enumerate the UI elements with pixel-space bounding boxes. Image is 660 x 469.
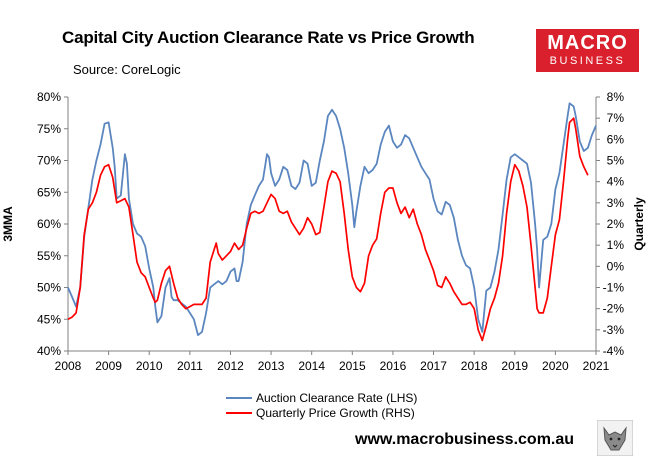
y-right-tick-label: 6% xyxy=(607,132,625,146)
y-right-tick-label: -1% xyxy=(603,281,625,295)
series-line-price-growth xyxy=(67,117,589,342)
x-tick-label: 2021 xyxy=(583,359,610,373)
y-right-tick-label: 0% xyxy=(607,259,625,273)
y-right-tick-label: 7% xyxy=(607,111,625,125)
y-left-tick-label: 75% xyxy=(37,122,61,136)
y-right-tick-label: 1% xyxy=(607,238,625,252)
y-right-tick-label: 5% xyxy=(607,154,625,168)
line-chart: 2008 2009 2010 2011 2012 2013 2014 2015 2016 2017… xyxy=(1,90,646,420)
y-left-tick-label: 45% xyxy=(37,312,61,326)
y-left-tick-label: 60% xyxy=(37,217,61,231)
y-right-tick-label: 3% xyxy=(607,196,625,210)
x-tick-label: 2008 xyxy=(55,359,82,373)
x-axis: 2008 2009 2010 2011 2012 2013 2014 2015 2016 2017… xyxy=(55,351,610,373)
y-left-tick-label: 80% xyxy=(37,90,61,104)
logo-line-2: BUSINESS xyxy=(549,55,626,67)
series-lines xyxy=(67,102,597,342)
x-tick-label: 2018 xyxy=(461,359,488,373)
plot-frame xyxy=(67,97,597,352)
footer-website: www.macrobusiness.com.au xyxy=(355,431,575,448)
x-tick-label: 2013 xyxy=(258,359,285,373)
y-axis-left-label: 3MMA xyxy=(1,206,15,242)
x-tick-label: 2015 xyxy=(339,359,366,373)
y-right-tick-label: 2% xyxy=(607,217,625,231)
logo-line-1: MACRO xyxy=(547,32,628,54)
x-tick-label: 2017 xyxy=(420,359,447,373)
y-axis-left: 40% 45% 50% 55% 60% 65% 70% 75% 80% xyxy=(37,90,68,358)
chart-title: Capital City Auction Clearance Rate vs P… xyxy=(62,28,475,47)
x-tick-label: 2014 xyxy=(298,359,325,373)
x-tick-label: 2010 xyxy=(136,359,163,373)
y-right-tick-label: 4% xyxy=(607,175,625,189)
y-axis-right: -4% -3% -2% -1% 0% 1% 2% 3% 4% 5% 6% 7% 8% xyxy=(596,90,624,358)
x-tick-label: 2009 xyxy=(95,359,122,373)
chart-source: Source: CoreLogic xyxy=(73,62,181,77)
y-right-tick-label: -4% xyxy=(603,344,625,358)
legend-label-clearance: Auction Clearance Rate (LHS) xyxy=(256,391,417,405)
y-right-tick-label: -2% xyxy=(603,302,625,316)
x-tick-label: 2011 xyxy=(177,359,203,373)
y-left-tick-label: 55% xyxy=(37,249,61,263)
y-axis-right-label: Quarterly xyxy=(632,197,646,251)
x-tick-label: 2016 xyxy=(380,359,407,373)
x-tick-label: 2012 xyxy=(217,359,244,373)
macrobusiness-logo: MACRO BUSINESS xyxy=(536,29,639,72)
y-left-tick-label: 50% xyxy=(37,281,61,295)
wolf-logo-icon xyxy=(597,420,633,456)
x-tick-label: 2020 xyxy=(542,359,569,373)
y-right-tick-label: -3% xyxy=(603,323,625,337)
series-line-clearance-rate xyxy=(67,102,597,337)
y-left-tick-label: 70% xyxy=(37,154,61,168)
legend-label-growth: Quarterly Price Growth (RHS) xyxy=(256,406,415,420)
legend: Auction Clearance Rate (LHS) Quarterly P… xyxy=(226,391,417,420)
y-left-tick-label: 40% xyxy=(37,344,61,358)
y-right-tick-label: 8% xyxy=(607,90,625,104)
x-tick-label: 2019 xyxy=(501,359,528,373)
y-left-tick-label: 65% xyxy=(37,185,61,199)
